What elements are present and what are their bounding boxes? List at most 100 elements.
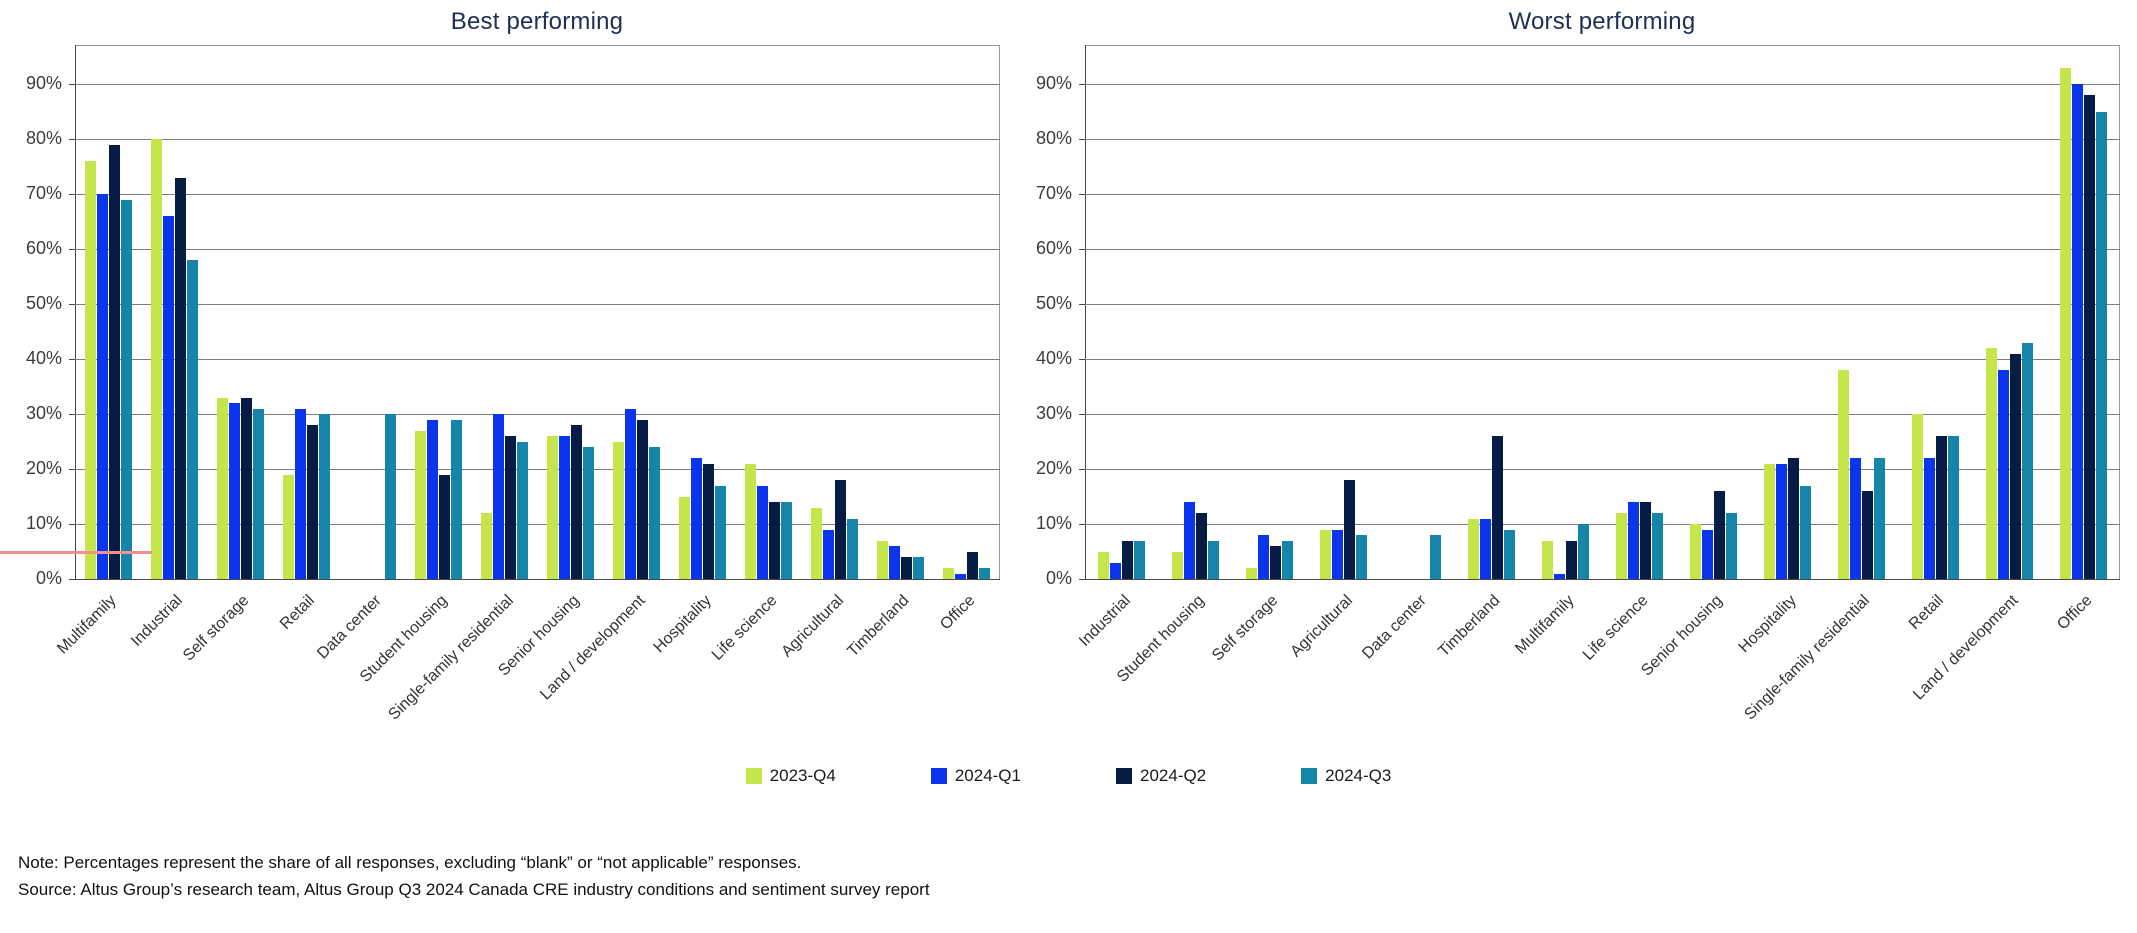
footnotes: Note: Percentages represent the share of… <box>18 849 930 903</box>
bar <box>1492 436 1504 579</box>
plot-border <box>75 579 1000 580</box>
bar <box>1923 458 1935 579</box>
right-chart-plot <box>1079 45 2120 580</box>
bar <box>1837 370 1849 579</box>
y-axis-tick <box>1079 469 1085 470</box>
gridline <box>1085 194 2120 195</box>
y-axis-tick <box>69 194 75 195</box>
bar <box>1725 513 1737 579</box>
y-axis-tick <box>1079 579 1085 580</box>
y-axis-tick <box>1079 304 1085 305</box>
y-tick-label: 20% <box>25 458 62 478</box>
gridline <box>75 139 1000 140</box>
legend-swatch <box>745 768 762 784</box>
bar <box>1615 513 1627 579</box>
y-tick-label: 40% <box>1035 348 1072 368</box>
bar <box>1122 540 1134 579</box>
y-tick-label: 10% <box>25 513 62 533</box>
bar <box>715 485 727 579</box>
legend-label: 2024-Q2 <box>1140 766 1207 785</box>
bar <box>162 216 174 579</box>
gridline <box>75 359 1000 360</box>
bar <box>282 474 294 579</box>
left-chart-title: Best performing <box>450 8 624 35</box>
y-axis-tick <box>69 249 75 250</box>
bar <box>1332 529 1344 579</box>
x-tick-label: Data center <box>1359 592 1430 663</box>
gridline <box>1085 304 2120 305</box>
bar <box>901 557 913 579</box>
x-tick-label: Agricultural <box>1287 592 1356 661</box>
bar <box>216 397 228 579</box>
bar <box>559 436 571 579</box>
bar <box>2021 342 2033 579</box>
bar <box>1172 551 1184 579</box>
bar <box>228 403 240 579</box>
gridline <box>1085 524 2120 525</box>
y-tick-label: 50% <box>25 293 62 313</box>
bar <box>1763 463 1775 579</box>
y-axis-tick <box>1079 139 1085 140</box>
y-axis-tick <box>69 469 75 470</box>
gridline <box>75 469 1000 470</box>
y-tick-label: 60% <box>1035 238 1072 258</box>
y-axis-tick <box>69 359 75 360</box>
x-tick-label: Retail <box>277 592 319 633</box>
y-tick-label: 0% <box>35 568 62 588</box>
bar <box>757 485 769 579</box>
bar <box>847 518 859 579</box>
bar <box>1356 535 1368 579</box>
gridline <box>1085 84 2120 85</box>
legend-label: 2024-Q3 <box>1325 766 1392 785</box>
bar <box>1480 518 1492 579</box>
bar <box>967 551 979 579</box>
x-tick-label: Office <box>2053 592 2096 634</box>
gridline <box>75 249 1000 250</box>
bar <box>252 408 264 579</box>
gridline <box>1085 414 2120 415</box>
bar <box>583 447 595 579</box>
bar <box>1430 535 1442 579</box>
bar <box>2009 353 2021 579</box>
bar <box>889 546 901 579</box>
bar <box>1997 370 2009 579</box>
bar <box>1775 463 1787 579</box>
bar <box>438 474 450 579</box>
bar <box>1542 540 1554 579</box>
bar <box>1651 513 1663 579</box>
bar <box>1639 502 1651 579</box>
bar <box>1098 551 1110 579</box>
bar <box>504 436 516 579</box>
legend-swatch <box>1116 768 1132 784</box>
bar <box>1861 491 1873 579</box>
legend-item: 2024-Q2 <box>1116 766 1206 786</box>
y-axis-tick <box>69 139 75 140</box>
x-tick-label: Self storage <box>1209 592 1282 665</box>
y-tick-label: 80% <box>1035 128 1072 148</box>
y-axis-tick <box>1079 414 1085 415</box>
bar <box>1713 491 1725 579</box>
bar <box>96 194 108 579</box>
pink-annotation-line <box>0 551 152 554</box>
y-tick-label: 0% <box>1045 568 1072 588</box>
source-text: Source: Altus Group’s research team, Alt… <box>18 880 930 899</box>
bar <box>108 144 120 579</box>
bar <box>1947 436 1959 579</box>
bar <box>1184 502 1196 579</box>
legend-label: 2023-Q4 <box>769 766 836 785</box>
bar <box>625 408 637 579</box>
y-axis-tick <box>69 579 75 580</box>
bar <box>1566 540 1578 579</box>
bar <box>745 463 757 579</box>
plot-border <box>1085 579 2120 580</box>
plot-border <box>2119 45 2120 580</box>
bar <box>1787 458 1799 579</box>
bar <box>679 496 691 579</box>
bar <box>823 529 835 579</box>
bar <box>1270 546 1282 579</box>
bar <box>240 397 252 579</box>
gridline <box>75 84 1000 85</box>
x-tick-label: Self storage <box>179 592 253 665</box>
x-tick-label: Life science <box>1579 592 1652 664</box>
